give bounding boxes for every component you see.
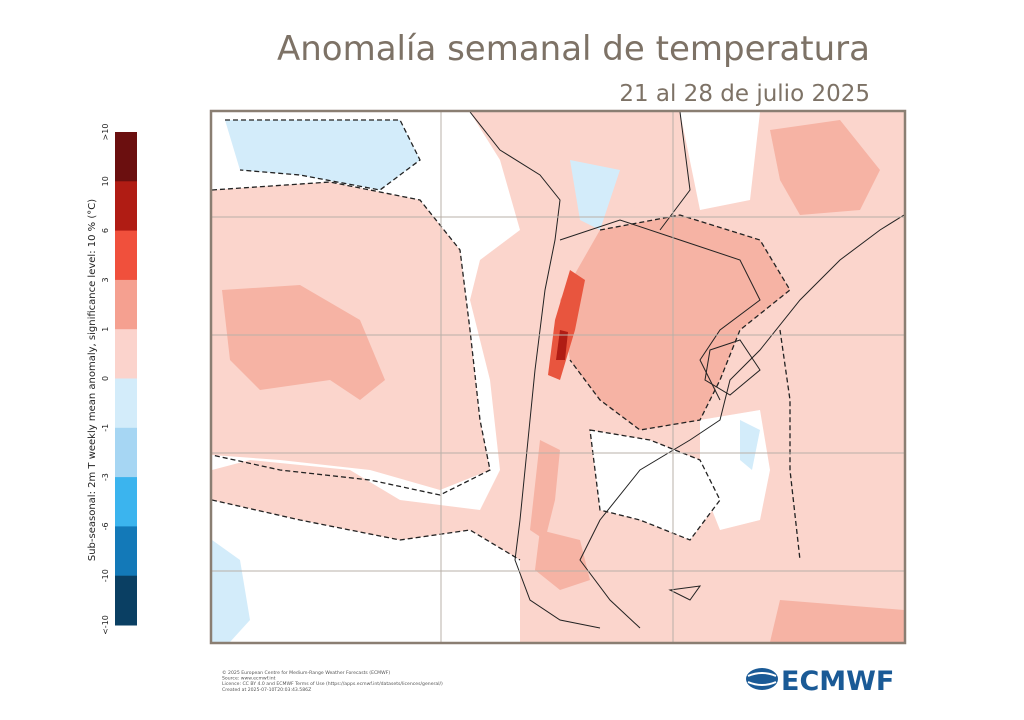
footer-line: Created at 2025-07-10T20:03:43.586Z [222,687,311,693]
colorbar-segment [115,329,137,379]
subtitle: 21 al 28 de julio 2025 [619,81,870,107]
colorbar-segment [115,181,137,232]
colorbar-tick-label: 0 [101,376,110,381]
colorbar-tick-label: -10 [101,569,110,582]
logo-text: ECMWF [781,666,894,697]
footer-line: © 2025 European Centre for Medium-Range … [222,669,390,676]
title: Anomalía semanal de temperatura [277,29,870,69]
footer: © 2025 European Centre for Medium-Range … [222,669,443,693]
colorbar-tick-label: -6 [101,522,110,530]
colorbar-label: Sub-seasonal: 2m T weekly mean anomaly, … [87,199,98,561]
colorbar-tick-label: -3 [101,473,110,481]
colorbar-tick-label: <-10 [101,615,110,635]
colorbar-segment [115,477,137,527]
colorbar-tick-label: 3 [101,277,110,282]
footer-line: Licence: CC BY 4.0 and ECMWF Terms of Us… [222,681,443,687]
colorbar-segment [115,230,137,281]
colorbar-segment [115,575,137,626]
colorbar-tick-label: 6 [101,228,110,233]
colorbar-segment [115,132,137,182]
footer-line: Source: www.ecmwf.int [222,676,276,682]
colorbar-tick-label: 10 [101,176,110,186]
map [212,112,904,642]
colorbar-segment [115,279,137,330]
colorbar-segment [115,378,137,429]
colorbar-tick-label: 1 [101,327,110,332]
colorbar-segment [115,427,137,478]
colorbar-segment [115,526,137,577]
map-frame [209,109,907,645]
colorbar-tick-label: >10 [101,124,110,141]
colorbar-tick-label: -1 [101,424,110,432]
logo: ECMWF [746,666,894,697]
